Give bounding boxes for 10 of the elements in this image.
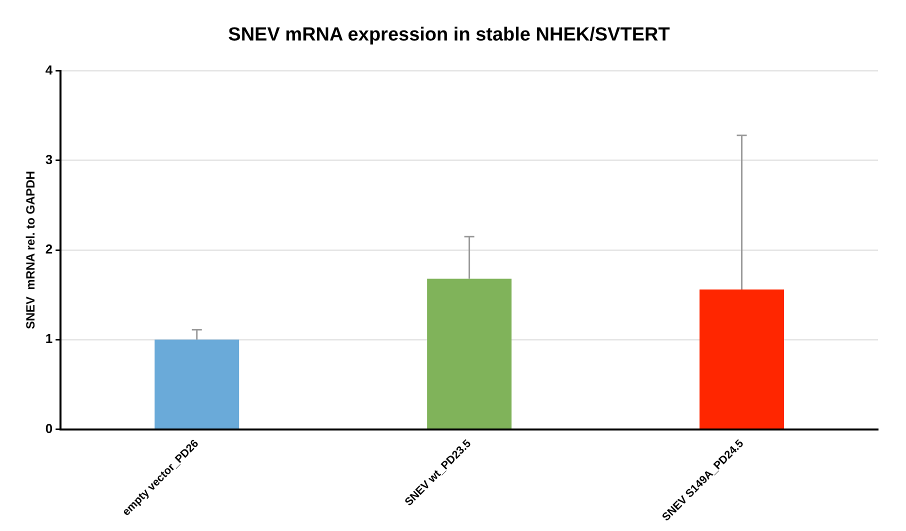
chart-title: SNEV mRNA expression in stable NHEK/SVTERT <box>228 24 670 46</box>
y-tick-label: 2 <box>45 242 53 257</box>
y-axis-title: SNEV mRNA rel. to GAPDH <box>24 170 38 330</box>
y-tick-label: 4 <box>45 62 54 78</box>
y-tick-label: 0 <box>45 420 53 436</box>
bar <box>427 278 512 429</box>
bar <box>700 289 784 429</box>
bar <box>154 340 240 429</box>
y-tick-label: 1 <box>45 331 53 346</box>
y-tick-label: 3 <box>45 152 53 167</box>
